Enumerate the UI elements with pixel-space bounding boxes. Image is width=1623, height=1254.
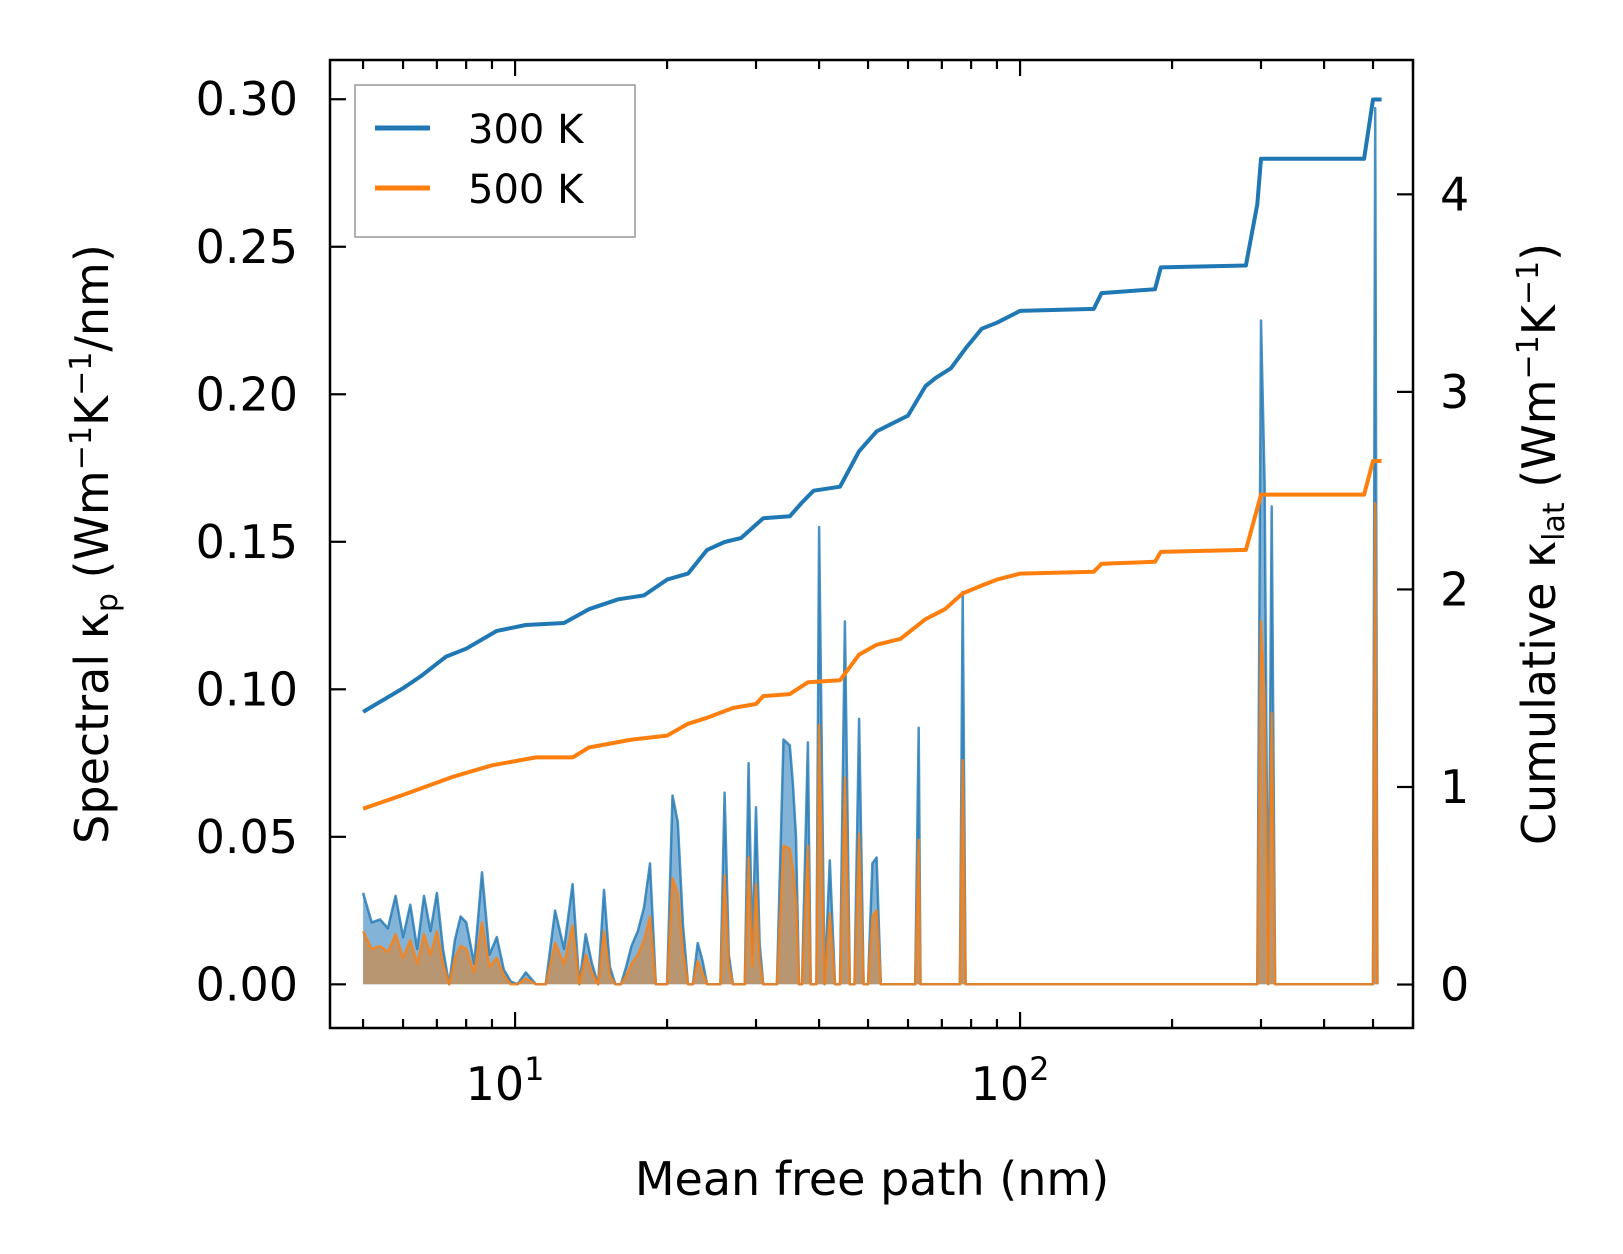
left-axis-title-tail: /nm) (65, 244, 119, 351)
left-y-tick-label: 0.00 (196, 957, 298, 1011)
x-tick-label-exp: 1 (524, 1050, 544, 1088)
right-axis-title-main: Cumulative κ (1512, 541, 1566, 845)
right-axis-title: Cumulative κlat (Wm−1K−1) (1511, 243, 1572, 845)
left-y-tick-label: 0.25 (196, 220, 298, 274)
legend: 300 K 500 K (354, 84, 636, 238)
right-axis-title-unit: (Wm (1512, 379, 1566, 502)
left-y-tick-label: 0.10 (196, 662, 298, 716)
left-axis-title-sub: p (90, 593, 125, 612)
right-y-tick-label: 0 (1440, 958, 1469, 1012)
left-axis-title-exp2: −1 (64, 352, 99, 396)
spectral-fill-group (361, 106, 1379, 986)
cumulative-line-group (362, 97, 1382, 811)
right-axis-title-k: K (1512, 303, 1566, 335)
left-y-tick-label: 0.20 (196, 367, 298, 421)
left-y-tick-label: 0.05 (196, 810, 298, 864)
right-y-tick-label: 4 (1440, 167, 1469, 221)
spectral-line-500k (361, 502, 1379, 986)
cumulative-line-500k (362, 459, 1382, 811)
left-axis-title-unit: (Wm (65, 470, 119, 593)
left-y-tick-label: 0.30 (196, 72, 298, 126)
x-tick-label: 102 (971, 1050, 1050, 1111)
right-y-tick-label: 3 (1440, 365, 1469, 419)
right-axis-title-exp2: −1 (1511, 261, 1546, 305)
legend-label-500k: 500 K (468, 167, 585, 213)
right-axis-title-sub: lat (1537, 502, 1572, 541)
tick-group (330, 60, 1415, 1028)
left-axis-title-main: Spectral κ (65, 612, 119, 844)
right-axis-title-exp1: −1 (1511, 335, 1546, 379)
right-y-tick-label: 2 (1440, 562, 1469, 616)
x-tick-label: 101 (466, 1050, 545, 1111)
plot-frame (328, 58, 1415, 1030)
x-tick-label-base: 10 (971, 1057, 1030, 1111)
right-y-tick-label: 1 (1440, 760, 1469, 814)
x-tick-label-base: 10 (466, 1057, 525, 1111)
spectral-line-300k (361, 106, 1379, 986)
cumulative-line-300k (362, 97, 1382, 714)
legend-label-300k: 300 K (468, 107, 585, 153)
x-tick-label-exp: 2 (1029, 1050, 1049, 1088)
spectral-area-300k (363, 108, 1378, 985)
legend-box (354, 84, 636, 238)
right-axis-title-tail: ) (1512, 243, 1566, 261)
x-axis-title: Mean free path (nm) (635, 1152, 1109, 1206)
left-axis-title-exp1: −1 (64, 426, 99, 470)
left-y-tick-label: 0.15 (196, 515, 298, 569)
left-axis-title-k: K (65, 394, 119, 426)
left-axis-title: Spectral κp (Wm−1K−1/nm) (64, 244, 125, 844)
